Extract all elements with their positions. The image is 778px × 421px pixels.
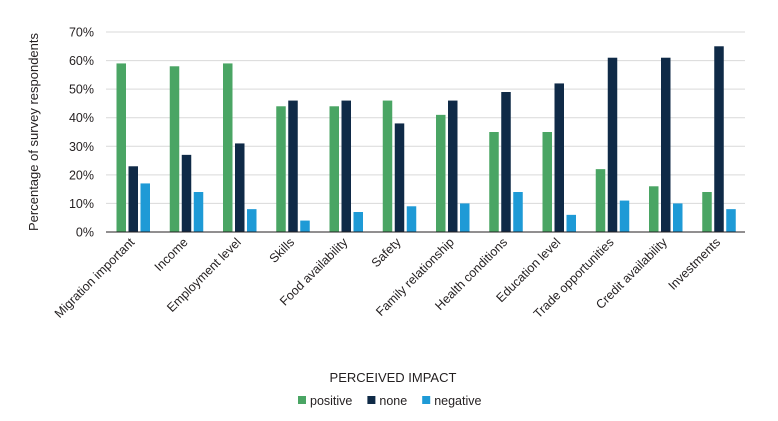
bar-positive <box>489 132 499 232</box>
legend-swatch <box>367 396 376 404</box>
bar-none <box>661 57 671 232</box>
y-axis-ticks: 0% 10% 20% 30% 40% 50% 60% 70% <box>69 26 94 240</box>
bar-positive <box>595 169 606 232</box>
gridlines <box>106 31 745 204</box>
bar-none <box>235 143 245 232</box>
bar-positive <box>276 106 286 232</box>
legend: positive none negative <box>298 394 482 408</box>
x-tick-label: Investments <box>666 235 724 293</box>
bar-positive <box>116 63 126 232</box>
y-tick-label: 40% <box>69 111 94 125</box>
x-tick-label: Migration important <box>52 235 138 321</box>
legend-swatch <box>422 396 431 404</box>
legend-item-none: none <box>367 394 407 408</box>
y-tick-label: 50% <box>69 83 94 97</box>
legend-label: none <box>379 394 407 408</box>
bar-negative <box>513 192 523 232</box>
bar-negative <box>353 212 363 232</box>
bar-negative <box>300 220 310 232</box>
bar-negative <box>673 203 683 232</box>
bar-positive <box>169 66 180 233</box>
y-tick-label: 20% <box>69 168 94 182</box>
bar-negative <box>140 183 150 232</box>
bar-positive <box>436 114 446 232</box>
bar-positive <box>382 100 393 232</box>
y-tick-label: 70% <box>69 26 94 40</box>
bar-none <box>607 57 618 232</box>
legend-item-negative: negative <box>422 394 482 408</box>
y-axis-title: Percentage of survey respondents <box>26 32 41 231</box>
bar-none <box>288 100 298 232</box>
bar-positive <box>649 186 659 232</box>
y-tick-label: 60% <box>69 54 94 68</box>
x-tick-label: Skills <box>267 235 298 266</box>
bar-none <box>341 100 351 232</box>
bar-negative <box>726 209 736 232</box>
x-tick-label: Income <box>152 235 191 274</box>
bars <box>116 46 736 233</box>
y-tick-label: 0% <box>76 226 94 240</box>
legend-swatch <box>298 396 306 404</box>
x-axis-title: PERCEIVED IMPACT <box>330 370 457 385</box>
bar-none <box>448 100 458 232</box>
bar-none <box>394 123 405 232</box>
legend-label: positive <box>310 394 352 408</box>
bar-negative <box>247 209 257 232</box>
bar-positive <box>702 192 712 232</box>
legend-label: negative <box>434 394 481 408</box>
y-tick-label: 10% <box>69 197 94 211</box>
bar-negative <box>193 192 204 232</box>
legend-item-positive: positive <box>298 394 352 408</box>
bar-positive <box>542 132 552 232</box>
bar-none <box>501 92 511 232</box>
bar-none <box>128 166 138 232</box>
bar-negative <box>406 206 417 232</box>
bar-none <box>714 46 724 233</box>
bar-negative <box>619 200 630 232</box>
y-tick-label: 30% <box>69 140 94 154</box>
bar-negative <box>460 203 470 232</box>
bar-positive <box>329 106 339 232</box>
bar-none <box>181 154 192 232</box>
bar-none <box>554 83 564 232</box>
x-tick-label: Safety <box>369 235 404 270</box>
bar-negative <box>566 214 576 232</box>
bar-positive <box>223 63 233 232</box>
